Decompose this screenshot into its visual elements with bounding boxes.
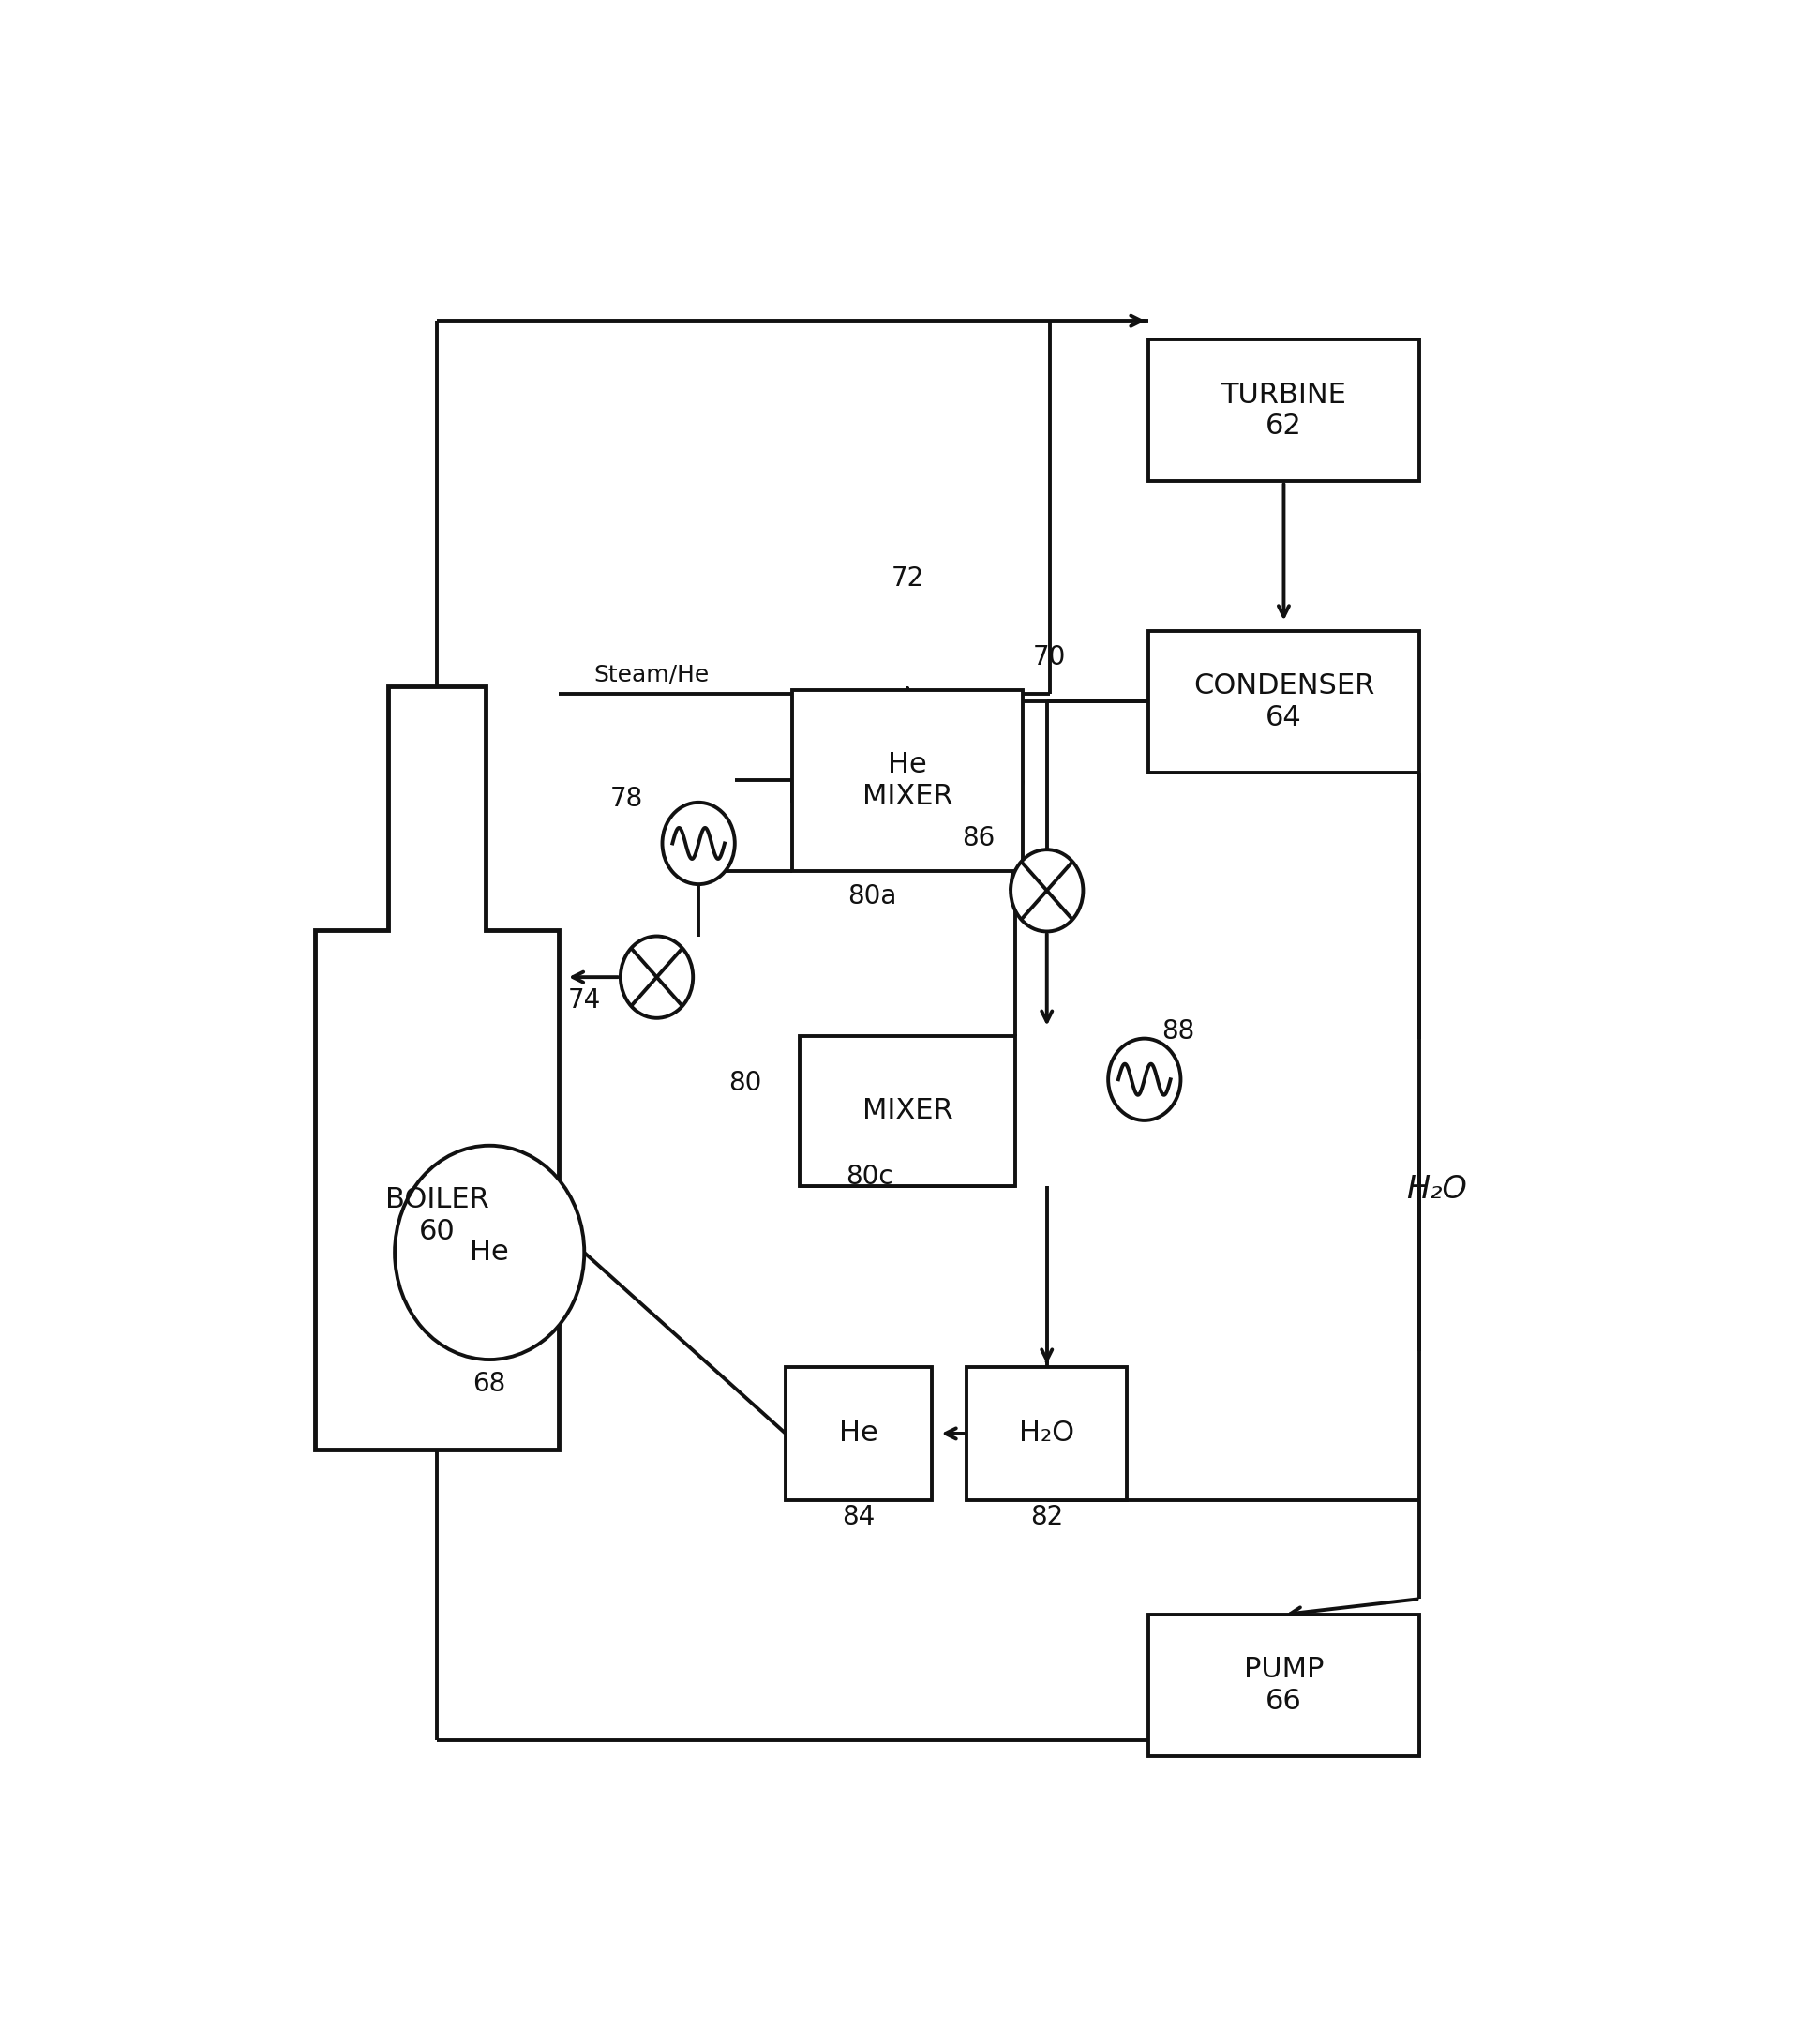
Text: 80c: 80c [847, 1163, 894, 1190]
Circle shape [396, 1145, 584, 1359]
Text: He: He [840, 1421, 879, 1447]
Bar [786, 1367, 931, 1500]
Text: He: He [469, 1239, 509, 1265]
Text: H₂O: H₂O [1406, 1173, 1467, 1206]
Bar [1147, 339, 1420, 480]
Bar [793, 691, 1023, 871]
Circle shape [1108, 1038, 1181, 1120]
Text: 80: 80 [728, 1069, 761, 1096]
Bar [967, 1367, 1127, 1500]
Text: 70: 70 [1032, 644, 1066, 670]
Circle shape [662, 803, 735, 885]
Text: 82: 82 [1030, 1504, 1063, 1531]
Circle shape [1010, 850, 1082, 932]
Text: 88: 88 [1162, 1018, 1194, 1044]
Bar [1147, 1615, 1420, 1756]
Text: 80a: 80a [847, 883, 897, 910]
Text: 86: 86 [962, 826, 996, 850]
Text: 78: 78 [610, 785, 644, 811]
Bar [1147, 632, 1420, 773]
Text: BOILER
60: BOILER 60 [385, 1186, 489, 1245]
Circle shape [620, 936, 692, 1018]
Text: Steam/He: Steam/He [593, 664, 710, 687]
Text: TURBINE
62: TURBINE 62 [1221, 380, 1347, 439]
Text: 68: 68 [473, 1372, 505, 1396]
Text: H₂O: H₂O [1019, 1421, 1075, 1447]
Text: 74: 74 [568, 987, 601, 1014]
Text: 84: 84 [841, 1504, 876, 1531]
Text: CONDENSER
64: CONDENSER 64 [1194, 672, 1374, 732]
Bar [800, 1036, 1016, 1186]
Text: PUMP
66: PUMP 66 [1244, 1656, 1323, 1715]
Text: 72: 72 [892, 566, 924, 591]
Polygon shape [315, 687, 559, 1449]
Text: MIXER: MIXER [863, 1098, 953, 1124]
Text: He
MIXER: He MIXER [863, 750, 953, 809]
